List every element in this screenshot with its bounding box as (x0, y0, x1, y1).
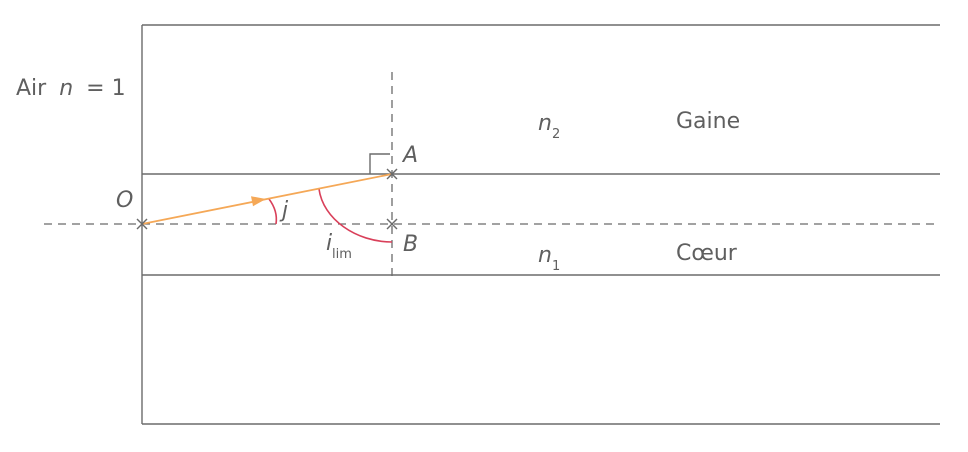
angle-j-arc (268, 198, 278, 225)
core-label: Cœur (676, 241, 738, 266)
point-A-label: A (401, 143, 418, 168)
point-B-label: B (403, 232, 418, 257)
n2-subscript: 2 (552, 127, 560, 142)
air-n-value: = 1 (86, 76, 125, 101)
n2-base: n (538, 111, 552, 136)
n1-subscript: 1 (552, 259, 560, 274)
right-angle-marker (369, 153, 390, 174)
n2-label: n (538, 111, 552, 136)
n1-base: n (538, 243, 552, 268)
limit-angle-label: i (326, 231, 332, 256)
limit-angle-arc (318, 188, 393, 243)
angle-j-label: j (279, 198, 289, 223)
n1-label: n (538, 243, 552, 268)
point-A-marker (386, 168, 398, 180)
air-word: Air (16, 76, 47, 101)
point-O-marker (136, 218, 148, 230)
air-label: Air n = 1 (16, 76, 126, 101)
point-O-label: O (116, 188, 133, 213)
light-ray (141, 173, 393, 225)
cladding-label: Gaine (676, 109, 740, 134)
point-B-marker (386, 218, 398, 230)
air-n-symbol: n (59, 76, 73, 101)
limit-angle-subscript: lim (332, 247, 352, 262)
ray-arrowhead (251, 196, 266, 207)
